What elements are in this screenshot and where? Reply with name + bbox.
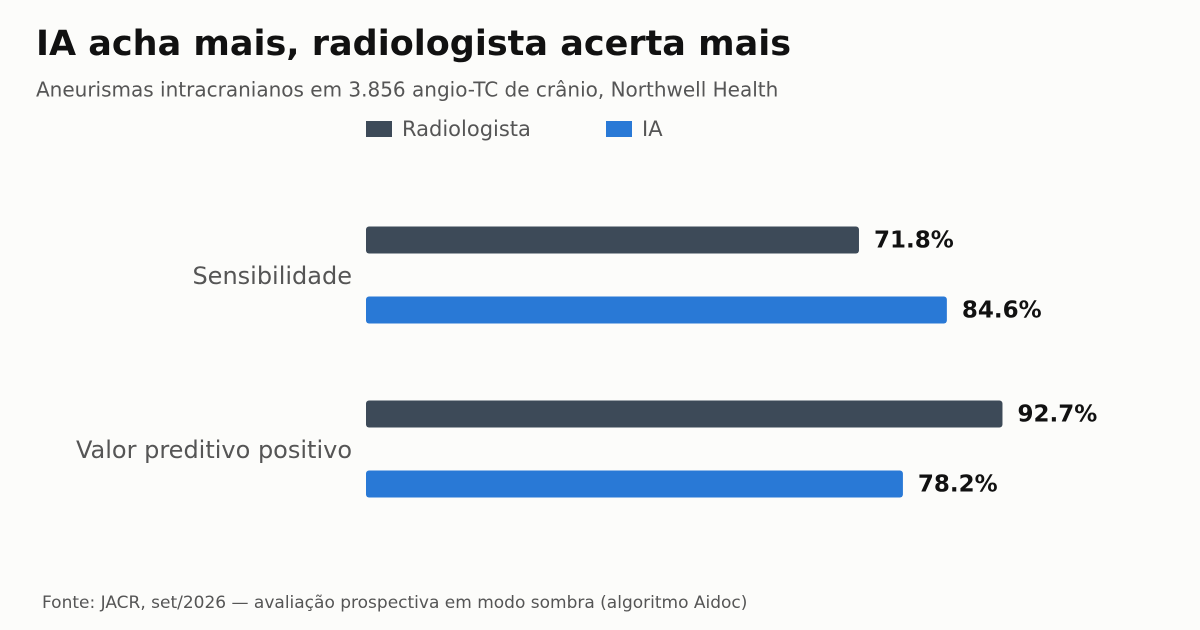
value-label: 71.8% bbox=[874, 228, 954, 254]
bar bbox=[366, 226, 859, 254]
legend-label: Radiologista bbox=[402, 117, 531, 141]
category-label: Sensibilidade bbox=[192, 262, 352, 290]
chart-subtitle: Aneurismas intracranianos em 3.856 angio… bbox=[36, 78, 778, 102]
source: Fonte: JACR, set/2026 — avaliação prospe… bbox=[42, 593, 747, 613]
bar bbox=[366, 470, 903, 498]
legend-swatch bbox=[366, 121, 392, 137]
value-label: 92.7% bbox=[1017, 402, 1097, 428]
value-label: 84.6% bbox=[962, 298, 1042, 324]
bar bbox=[366, 296, 947, 324]
legend-label: IA bbox=[642, 117, 663, 141]
category-label: Valor preditivo positivo bbox=[76, 436, 352, 464]
chart-title: IA acha mais, radiologista acerta mais bbox=[36, 24, 791, 64]
value-label: 78.2% bbox=[918, 472, 998, 498]
legend-swatch bbox=[606, 121, 632, 137]
bar bbox=[366, 400, 1003, 428]
